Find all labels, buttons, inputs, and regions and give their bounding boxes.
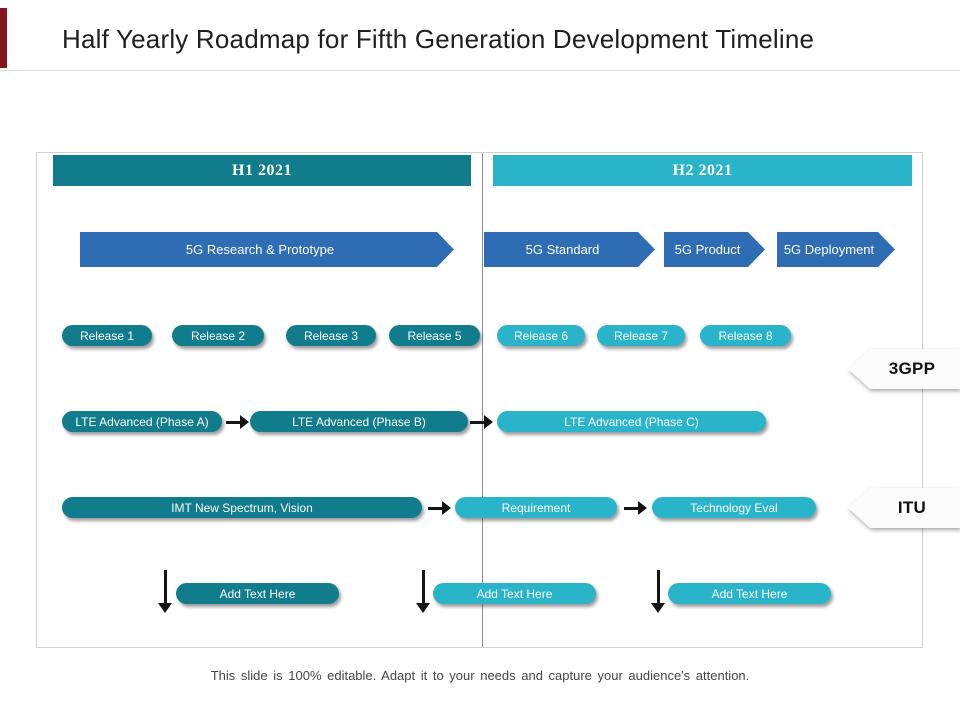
title-divider: [0, 70, 960, 71]
left-arrow-banner-icon: 3GPP: [848, 349, 960, 389]
phase-arrow-research: 5G Research & Prototype: [80, 232, 454, 267]
imt-vision-pill: IMT New Spectrum, Vision: [62, 497, 422, 518]
right-arrow-icon: [226, 412, 249, 432]
3gpp-banner: 3GPP: [848, 349, 960, 389]
phase-arrow-product: 5G Product: [664, 232, 765, 267]
lte-phase-a-pill: LTE Advanced (Phase A): [62, 411, 222, 432]
phase-arrow-deployment: 5G Deployment: [777, 232, 895, 267]
phase-arrow-standard: 5G Standard: [484, 232, 655, 267]
release-pill-2: Release 2: [172, 325, 264, 346]
down-arrow-icon: [416, 570, 431, 613]
release-pill-7: Release 7: [597, 325, 685, 346]
h2-2021-header: H2 2021: [493, 155, 912, 186]
release-pill-3: Release 3: [286, 325, 376, 346]
title-accent-bar: [0, 8, 7, 68]
half-year-divider: [482, 153, 483, 647]
left-arrow-banner-icon: ITU: [848, 488, 960, 528]
3gpp-label: 3GPP: [888, 359, 936, 378]
release-pill-8: Release 8: [700, 325, 791, 346]
add-text-pill-2: Add Text Here: [433, 583, 596, 604]
slide-title: Half Yearly Roadmap for Fifth Generation…: [62, 24, 815, 54]
technology-eval-pill: Technology Eval: [652, 497, 816, 518]
release-pill-1: Release 1: [62, 325, 152, 346]
down-arrow-icon: [158, 570, 173, 613]
lte-phase-b-pill: LTE Advanced (Phase B): [250, 411, 468, 432]
right-arrow-icon: [428, 498, 451, 518]
down-arrow-icon: [651, 570, 666, 613]
itu-banner: ITU: [848, 488, 960, 528]
itu-label: ITU: [897, 498, 927, 517]
requirement-pill: Requirement: [455, 497, 617, 518]
right-arrow-icon: [624, 498, 647, 518]
lte-phase-c-pill: LTE Advanced (Phase C): [497, 411, 766, 432]
add-text-pill-1: Add Text Here: [176, 583, 339, 604]
right-arrow-icon: [470, 412, 493, 432]
h1-2021-header: H1 2021: [53, 155, 471, 186]
release-pill-5: Release 5: [389, 325, 480, 346]
footer-note: This slide is 100% editable. Adapt it to…: [210, 668, 750, 683]
release-pill-6: Release 6: [497, 325, 585, 346]
add-text-pill-3: Add Text Here: [668, 583, 831, 604]
